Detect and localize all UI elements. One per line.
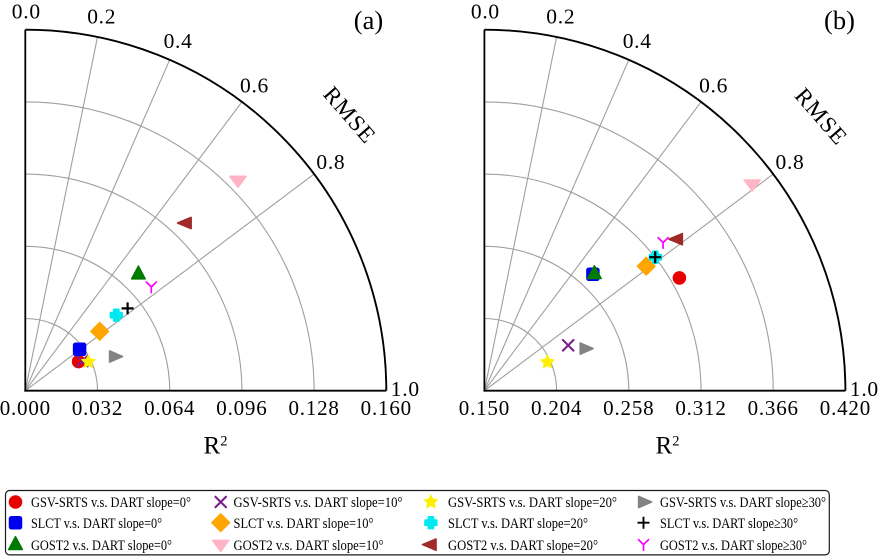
svg-text:(a): (a) <box>354 5 383 35</box>
svg-text:0.258: 0.258 <box>603 396 654 420</box>
svg-text:GOST2 v.s. DART slope=0°: GOST2 v.s. DART slope=0° <box>31 537 172 554</box>
svg-text:GSV-SRTS v.s. DART slope=20°: GSV-SRTS v.s. DART slope=20° <box>448 494 617 511</box>
svg-text:0.0: 0.0 <box>12 0 41 23</box>
svg-text:GSV-SRTS v.s. DART slope=0°: GSV-SRTS v.s. DART slope=0° <box>31 494 191 511</box>
svg-text:GOST2 v.s. DART slope=10°: GOST2 v.s. DART slope=10° <box>234 537 384 554</box>
svg-text:(b): (b) <box>824 5 855 35</box>
svg-text:0.032: 0.032 <box>72 396 123 420</box>
svg-text:1.0: 1.0 <box>850 377 878 401</box>
svg-text:0.8: 0.8 <box>776 150 805 174</box>
svg-text:0.064: 0.064 <box>144 396 195 420</box>
svg-text:0.096: 0.096 <box>216 396 267 420</box>
svg-text:0.420: 0.420 <box>820 396 871 420</box>
svg-text:1.0: 1.0 <box>391 377 420 401</box>
svg-text:SLCT v.s. DART slope=20°: SLCT v.s. DART slope=20° <box>448 515 588 532</box>
svg-text:0.312: 0.312 <box>675 396 726 420</box>
svg-text:GSV-SRTS v.s. DART slope≥30°: GSV-SRTS v.s. DART slope≥30° <box>660 494 826 511</box>
svg-text:GOST2 v.s. DART slope≥30°: GOST2 v.s. DART slope≥30° <box>660 537 807 554</box>
svg-text:0.4: 0.4 <box>623 29 652 53</box>
svg-text:0.204: 0.204 <box>531 396 582 420</box>
svg-text:0.2: 0.2 <box>87 5 116 29</box>
svg-text:0.160: 0.160 <box>361 396 412 420</box>
svg-text:0.2: 0.2 <box>546 5 575 29</box>
svg-text:0.6: 0.6 <box>699 73 728 97</box>
svg-text:0.4: 0.4 <box>164 29 193 53</box>
svg-text:SLCT v.s. DART slope≥30°: SLCT v.s. DART slope≥30° <box>660 515 798 532</box>
svg-text:0.6: 0.6 <box>240 73 269 97</box>
svg-text:0.366: 0.366 <box>748 396 799 420</box>
svg-text:0.128: 0.128 <box>288 396 339 420</box>
svg-text:GSV-SRTS v.s. DART slope=10°: GSV-SRTS v.s. DART slope=10° <box>234 494 403 511</box>
svg-text:0.150: 0.150 <box>459 396 510 420</box>
svg-text:0.000: 0.000 <box>0 396 51 420</box>
svg-text:SLCT v.s. DART slope=10°: SLCT v.s. DART slope=10° <box>234 515 374 532</box>
svg-text:0.8: 0.8 <box>316 150 345 174</box>
svg-text:SLCT v.s. DART slope=0°: SLCT v.s. DART slope=0° <box>31 515 162 532</box>
svg-text:GOST2 v.s. DART slope=20°: GOST2 v.s. DART slope=20° <box>448 537 598 554</box>
svg-text:0.0: 0.0 <box>471 0 500 23</box>
